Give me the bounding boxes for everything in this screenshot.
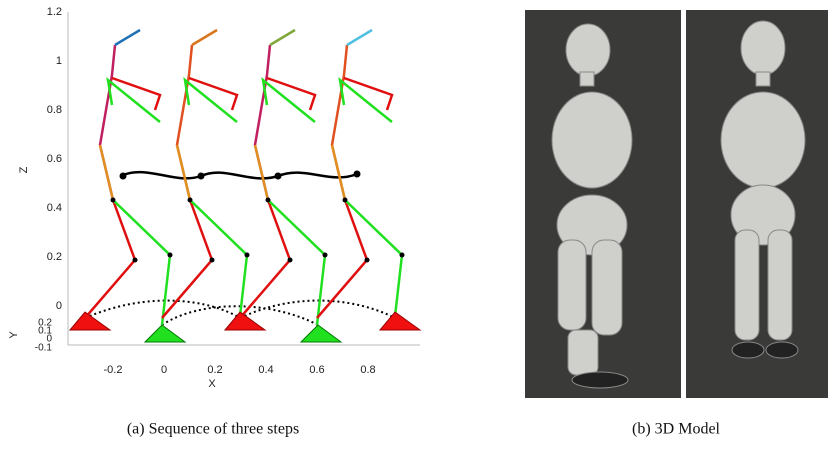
z-tick-label: 0.2	[47, 251, 62, 263]
joint	[244, 252, 250, 258]
joint	[209, 257, 215, 263]
joint	[287, 257, 293, 263]
limb	[114, 28, 141, 47]
x-tick-label: 0.2	[207, 364, 222, 376]
z-tick-label: 1	[56, 55, 62, 67]
limb	[98, 144, 115, 201]
limb	[338, 76, 393, 123]
y-tick-label: 0.2	[38, 318, 52, 329]
limb	[188, 76, 239, 111]
stick-figure	[316, 28, 405, 326]
limb	[253, 144, 270, 201]
robot-side	[551, 23, 633, 389]
z-tick-label: 1.2	[47, 6, 62, 18]
com-point	[353, 170, 361, 178]
com-point	[274, 172, 282, 180]
z-tick-label: 0	[56, 300, 62, 312]
limb	[84, 199, 137, 319]
plot-3d: Z Y X 0 0.2 0.4 0.6 0.8 1 1.2 -0.2 0 0.2 0.4 0.6 0.8…	[8, 6, 422, 390]
limb	[346, 28, 373, 47]
foot-support	[68, 311, 112, 331]
limb	[330, 144, 347, 201]
joint	[110, 197, 116, 203]
joint	[167, 252, 173, 258]
z-axis-label: Z	[18, 166, 30, 173]
com-point	[197, 172, 205, 180]
limb	[267, 199, 327, 326]
com-point	[119, 172, 127, 180]
x-tick-label: 0.4	[258, 364, 273, 376]
robot-front	[720, 20, 806, 359]
foot-support	[223, 311, 267, 331]
x-axis-label: X	[208, 378, 216, 390]
caption: (b) 3D Model	[632, 421, 721, 438]
z-tick-label: 0.4	[47, 202, 62, 214]
joint	[364, 257, 370, 263]
z-tick-label: 0.6	[47, 153, 62, 165]
com-trajectory	[122, 170, 358, 180]
limb	[175, 144, 192, 201]
limb	[191, 28, 218, 47]
foot-support	[378, 311, 422, 331]
stick-figure	[161, 28, 250, 326]
limb	[189, 199, 249, 326]
stick-figure	[239, 28, 328, 326]
limb	[112, 199, 172, 326]
z-tick-label: 0.8	[47, 104, 62, 116]
x-tick-label: -0.2	[104, 364, 123, 376]
foot-support	[299, 324, 343, 343]
y-tick-label: -0.1	[35, 343, 53, 354]
limb	[183, 76, 238, 123]
x-tick-label: 0	[161, 364, 167, 376]
y-axis-label: Y	[8, 331, 20, 339]
limb	[111, 76, 162, 111]
limb	[106, 76, 161, 123]
limb	[261, 76, 316, 123]
joint	[265, 197, 271, 203]
joint	[399, 252, 405, 258]
y-tick-label: 0	[46, 334, 52, 345]
joint	[187, 197, 193, 203]
render-panel	[525, 10, 828, 398]
caption: (a) Sequence of three steps	[127, 421, 299, 438]
limb	[343, 76, 394, 111]
limb	[266, 76, 317, 111]
joint	[342, 197, 348, 203]
foot-trajectory	[84, 299, 396, 326]
limb	[269, 28, 296, 47]
limb	[344, 199, 404, 326]
joint	[132, 257, 138, 263]
x-tick-label: 0.8	[360, 364, 375, 376]
x-tick-label: 0.6	[309, 364, 324, 376]
y-tick-label: 0.1	[38, 326, 52, 337]
foot-support	[143, 324, 187, 343]
stick-figure	[84, 28, 173, 326]
joint	[322, 252, 328, 258]
